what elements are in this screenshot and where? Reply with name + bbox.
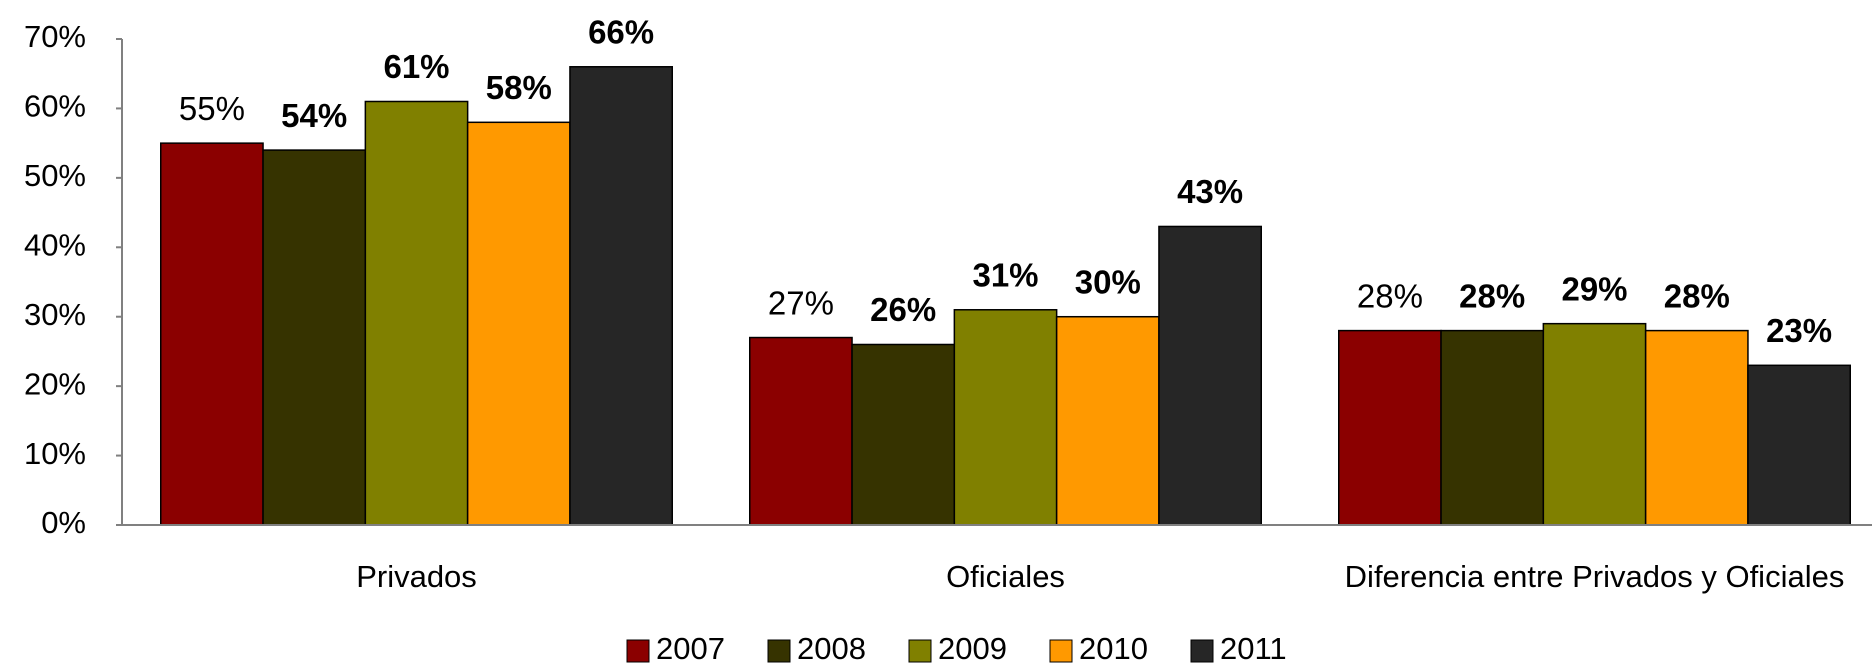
bar xyxy=(1055,315,1160,526)
value-label: 23% xyxy=(1766,312,1832,349)
y-tick-label: 20% xyxy=(24,366,86,401)
value-label: 31% xyxy=(972,256,1038,293)
value-label: 28% xyxy=(1664,277,1730,314)
legend-swatch xyxy=(1049,639,1073,663)
value-label: 58% xyxy=(486,69,552,106)
legend-swatch xyxy=(767,639,791,663)
x-tick-label: Oficiales xyxy=(946,559,1065,594)
legend-swatch xyxy=(626,639,650,663)
value-label: 29% xyxy=(1561,270,1627,307)
legend-label: 2009 xyxy=(938,631,1007,666)
legend-swatch xyxy=(908,639,932,663)
value-label: 30% xyxy=(1075,263,1141,300)
legend-label: 2008 xyxy=(797,631,866,666)
y-tick-label: 0% xyxy=(41,505,86,540)
value-label: 27% xyxy=(768,284,834,321)
bar xyxy=(1338,329,1442,526)
legend-label: 2011 xyxy=(1220,631,1287,666)
value-label: 55% xyxy=(179,90,245,127)
y-tick-label: 30% xyxy=(24,297,86,332)
bar xyxy=(262,149,367,526)
bar xyxy=(1644,329,1749,526)
bar xyxy=(851,343,956,526)
bar xyxy=(364,100,469,526)
value-label: 61% xyxy=(383,48,449,85)
value-label: 28% xyxy=(1357,277,1423,314)
legend-label: 2007 xyxy=(656,631,725,666)
bar xyxy=(160,142,264,526)
y-tick-label: 50% xyxy=(24,158,86,193)
bar xyxy=(569,66,674,526)
y-tick-label: 60% xyxy=(24,89,86,124)
bar xyxy=(953,309,1058,526)
value-label: 43% xyxy=(1177,173,1243,210)
y-tick-label: 10% xyxy=(24,436,86,471)
value-label: 54% xyxy=(281,97,347,134)
bar xyxy=(1158,225,1262,526)
bar xyxy=(1542,322,1647,526)
y-tick-label: 70% xyxy=(24,19,86,54)
bar xyxy=(1440,329,1545,526)
value-label: 66% xyxy=(588,13,654,50)
value-label: 28% xyxy=(1459,277,1525,314)
x-tick-label: Privados xyxy=(356,559,477,594)
legend-label: 2010 xyxy=(1079,631,1148,666)
legend-swatch xyxy=(1190,639,1214,663)
bar xyxy=(466,121,571,526)
x-tick-label: Diferencia entre Privados y Oficiales xyxy=(1345,559,1845,594)
y-tick-label: 40% xyxy=(24,227,86,262)
bar xyxy=(1747,364,1851,526)
value-label: 26% xyxy=(870,291,936,328)
bar xyxy=(749,336,853,526)
